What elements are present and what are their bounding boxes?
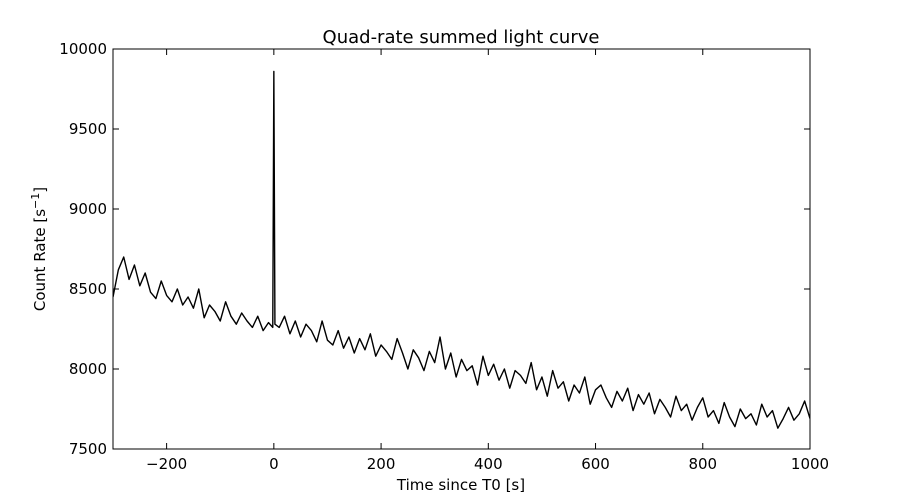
x-tick-label: 200 — [367, 455, 396, 473]
x-axis-label: Time since T0 [s] — [396, 476, 525, 494]
chart-title: Quad-rate summed light curve — [323, 27, 600, 48]
axis-layer: −200 0 200 400 600 800 1000 7500 8000 8500 9000 950… — [59, 40, 829, 473]
plot-frame — [112, 48, 811, 450]
y-axis-label-superscript: −1 — [29, 193, 42, 209]
y-tick-label: 7500 — [69, 440, 107, 458]
x-tick-label: 1000 — [791, 455, 829, 473]
y-tick-label: 10000 — [59, 40, 107, 58]
x-tick-label: 800 — [688, 455, 717, 473]
x-tick-label: 600 — [581, 455, 610, 473]
y-tick-label: 8000 — [69, 360, 107, 378]
y-axis-label: Count Rate [s−1] — [29, 187, 49, 311]
plot-layer — [113, 70, 810, 429]
y-tick-label: 8500 — [69, 280, 107, 298]
y-axis-label-end: ] — [31, 187, 49, 193]
series-line-0 — [113, 70, 810, 429]
y-axis-label-main: Count Rate [s — [31, 209, 49, 311]
x-tick-label: 0 — [269, 455, 279, 473]
y-tick-label: 9000 — [69, 200, 107, 218]
y-tick-label: 9500 — [69, 120, 107, 138]
x-tick-label: 400 — [474, 455, 503, 473]
x-tick-label: −200 — [146, 455, 187, 473]
